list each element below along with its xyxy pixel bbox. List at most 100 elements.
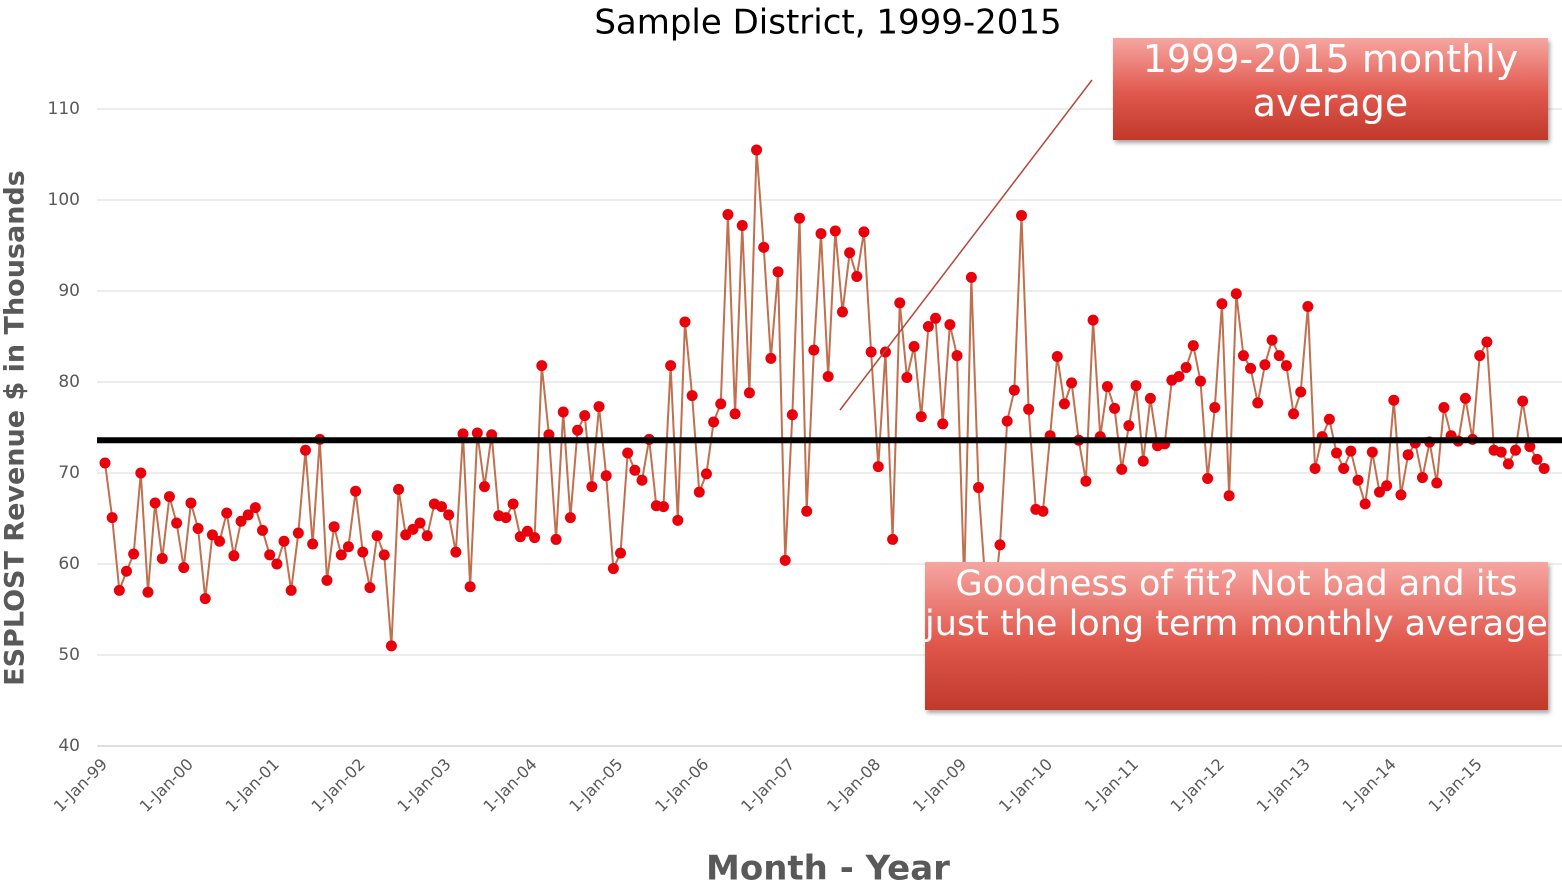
data-point bbox=[135, 467, 147, 479]
x-tick-label: 1-Jan-00 bbox=[136, 755, 197, 816]
data-point bbox=[1109, 402, 1121, 414]
data-point bbox=[156, 553, 168, 565]
data-point bbox=[1323, 413, 1335, 425]
data-point bbox=[808, 344, 820, 356]
data-point bbox=[120, 565, 132, 577]
x-tick-label: 1-Jan-09 bbox=[909, 755, 970, 816]
data-point bbox=[865, 346, 877, 358]
data-point bbox=[951, 350, 963, 362]
data-point bbox=[937, 418, 949, 430]
data-point bbox=[457, 428, 469, 440]
data-point bbox=[751, 144, 763, 156]
data-point bbox=[1180, 361, 1192, 373]
data-point bbox=[249, 502, 261, 514]
data-point bbox=[285, 584, 297, 596]
data-point bbox=[1137, 455, 1149, 467]
data-point bbox=[1116, 463, 1128, 475]
data-point bbox=[622, 447, 634, 459]
data-point bbox=[264, 549, 276, 561]
data-point bbox=[1259, 359, 1271, 371]
data-point bbox=[786, 409, 798, 421]
data-point bbox=[636, 474, 648, 486]
x-axis-title: Month - Year bbox=[706, 849, 950, 889]
data-point bbox=[478, 481, 490, 493]
data-point bbox=[99, 457, 111, 469]
data-point bbox=[414, 517, 426, 529]
data-point bbox=[106, 512, 118, 524]
data-point bbox=[722, 209, 734, 221]
data-point bbox=[1058, 398, 1070, 410]
data-point bbox=[378, 549, 390, 561]
data-point bbox=[1481, 336, 1493, 348]
data-point bbox=[729, 408, 741, 420]
data-point bbox=[185, 497, 197, 509]
data-point bbox=[421, 530, 433, 542]
data-point bbox=[672, 514, 684, 526]
x-tick-label: 1-Jan-15 bbox=[1424, 755, 1485, 816]
data-point bbox=[665, 360, 677, 372]
data-point bbox=[521, 525, 533, 537]
data-point bbox=[1023, 403, 1035, 415]
x-tick-label: 1-Jan-08 bbox=[823, 755, 884, 816]
data-point bbox=[163, 491, 175, 503]
y-tick-label: 90 bbox=[58, 281, 80, 301]
data-point bbox=[1209, 401, 1221, 413]
data-point bbox=[257, 524, 269, 536]
data-point bbox=[1402, 449, 1414, 461]
data-point bbox=[686, 390, 698, 402]
data-point bbox=[851, 270, 863, 282]
data-point bbox=[1123, 420, 1135, 432]
data-point bbox=[564, 512, 576, 524]
data-point bbox=[1216, 298, 1228, 310]
data-point bbox=[1395, 489, 1407, 501]
x-tick-label: 1-Jan-01 bbox=[222, 755, 283, 816]
y-tick-label: 100 bbox=[48, 190, 80, 210]
data-point bbox=[908, 341, 920, 353]
x-tick-label: 1-Jan-99 bbox=[50, 755, 111, 816]
data-point bbox=[994, 539, 1006, 551]
data-point bbox=[557, 406, 569, 418]
data-point bbox=[1245, 362, 1257, 374]
data-point bbox=[142, 586, 154, 598]
data-point bbox=[1015, 209, 1027, 221]
x-tick-label: 1-Jan-05 bbox=[565, 755, 626, 816]
data-point bbox=[364, 582, 376, 594]
data-point bbox=[829, 225, 841, 237]
x-tick-label: 1-Jan-07 bbox=[737, 755, 798, 816]
data-point bbox=[708, 416, 720, 428]
data-point bbox=[1474, 350, 1486, 362]
data-point bbox=[1237, 350, 1249, 362]
x-tick-label: 1-Jan-12 bbox=[1167, 755, 1228, 816]
data-point bbox=[199, 593, 211, 605]
data-point bbox=[242, 509, 254, 521]
x-tick-label: 1-Jan-14 bbox=[1339, 755, 1400, 816]
data-point bbox=[915, 411, 927, 423]
data-point bbox=[342, 541, 354, 553]
data-point bbox=[357, 546, 369, 558]
x-tick-label: 1-Jan-02 bbox=[308, 755, 369, 816]
data-point bbox=[815, 228, 827, 240]
data-point bbox=[385, 640, 397, 652]
data-point bbox=[321, 574, 333, 586]
data-point bbox=[1087, 314, 1099, 326]
data-point bbox=[235, 515, 247, 527]
data-point bbox=[299, 444, 311, 456]
y-tick-label: 60 bbox=[58, 554, 80, 574]
data-point bbox=[192, 523, 204, 535]
data-point bbox=[615, 547, 627, 559]
data-point bbox=[1531, 453, 1543, 465]
data-point bbox=[1008, 384, 1020, 396]
data-point bbox=[271, 558, 283, 570]
data-point bbox=[572, 424, 584, 436]
data-point bbox=[1066, 377, 1078, 389]
data-point bbox=[149, 497, 161, 509]
data-point bbox=[1295, 386, 1307, 398]
data-point bbox=[1381, 480, 1393, 492]
data-point bbox=[407, 523, 419, 535]
data-point bbox=[1001, 415, 1013, 427]
data-point bbox=[1130, 380, 1142, 392]
data-point bbox=[743, 387, 755, 399]
data-point bbox=[973, 482, 985, 494]
x-tick-label: 1-Jan-04 bbox=[479, 755, 540, 816]
